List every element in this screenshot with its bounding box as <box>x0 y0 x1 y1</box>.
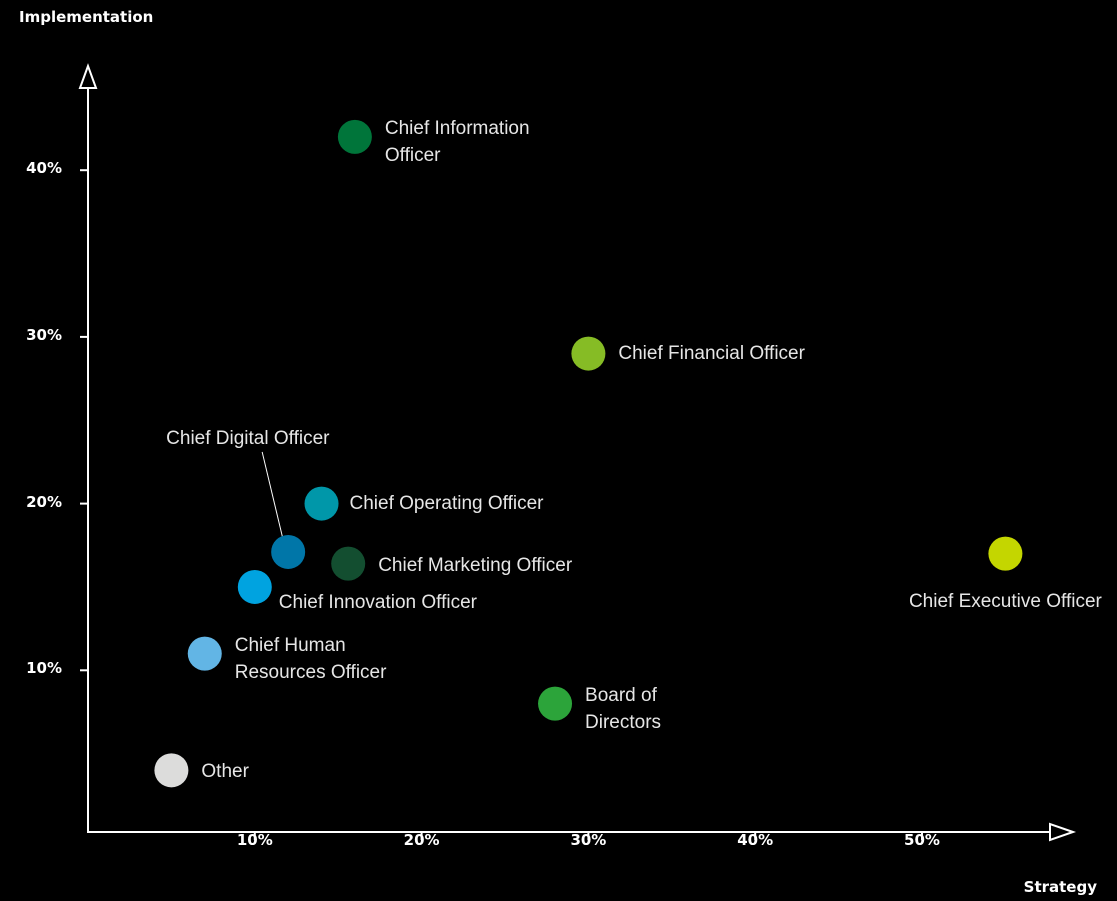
point-label: Chief Executive Officer <box>908 590 1102 612</box>
point-label: Chief Financial Officer <box>618 342 805 364</box>
y-axis-title: Implementation <box>19 8 154 26</box>
point-label: Chief Innovation Officer <box>278 591 477 613</box>
point-label: Chief Operating Officer <box>349 492 544 514</box>
point <box>337 119 372 154</box>
x-tick-label: 50% <box>904 831 940 849</box>
point-label: Chief Digital Officer <box>166 427 330 449</box>
point <box>538 686 573 721</box>
x-arrow <box>1049 822 1077 842</box>
point-label: Board of Directors <box>585 684 662 733</box>
y-tick-label: 10% <box>26 659 62 678</box>
point-label: Chief Information Officer <box>384 117 530 166</box>
point <box>571 336 606 371</box>
point-label: Chief Human Resources Officer <box>234 634 387 683</box>
y-tick-label: 30% <box>26 325 62 344</box>
leader-line <box>261 451 284 541</box>
point <box>187 636 222 671</box>
x-tick-label: 30% <box>570 831 607 849</box>
point-label: Chief Marketing Officer <box>378 554 573 576</box>
x-tick-label: 40% <box>737 831 774 849</box>
y-tick-label: 40% <box>26 159 62 178</box>
x-tick-label: 20% <box>403 831 440 849</box>
point <box>331 546 366 581</box>
point <box>304 486 339 521</box>
y-arrow <box>78 63 98 89</box>
point <box>988 536 1023 571</box>
point-label: Other <box>201 761 249 783</box>
point <box>237 569 272 604</box>
x-axis-title: Strategy <box>1023 878 1097 896</box>
y-tick-label: 20% <box>26 492 62 511</box>
x-tick-label: 10% <box>236 831 273 849</box>
point <box>271 534 306 569</box>
point <box>154 753 189 788</box>
